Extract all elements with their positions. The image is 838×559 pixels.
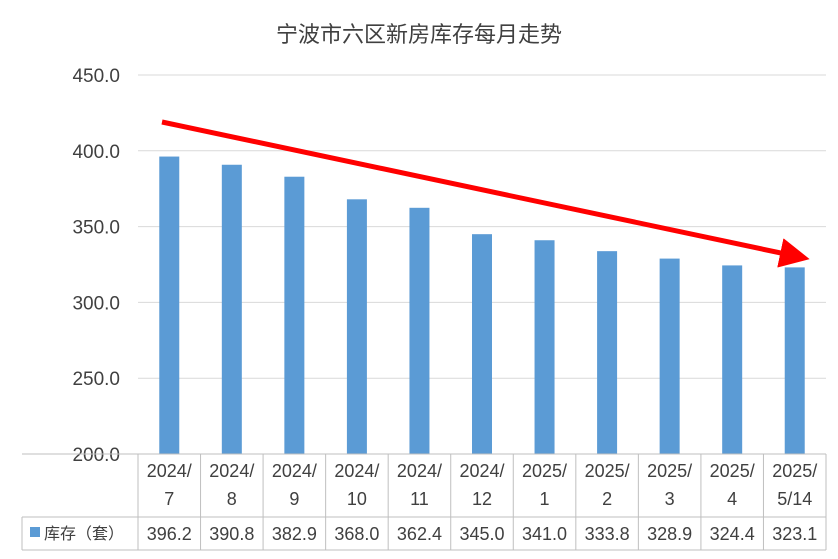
x-tick-label: 2024/12 xyxy=(459,461,504,509)
data-label: 333.8 xyxy=(585,524,630,544)
y-tick-label: 350.0 xyxy=(72,218,120,239)
x-tick-label: 2025/2 xyxy=(585,461,630,509)
bar xyxy=(159,156,180,455)
bar xyxy=(659,258,680,454)
legend-swatch xyxy=(30,527,40,537)
y-tick-label: 250.0 xyxy=(72,369,120,390)
y-tick-label: 200.0 xyxy=(72,445,120,466)
y-tick-label: 300.0 xyxy=(72,293,120,314)
x-tick-label: 2024/9 xyxy=(272,461,317,509)
bar xyxy=(409,207,430,454)
data-label: 324.4 xyxy=(710,524,755,544)
legend-label: 库存（套） xyxy=(44,524,124,543)
x-tick-label: 2024/10 xyxy=(334,461,379,509)
y-tick-label: 450.0 xyxy=(72,66,120,87)
bar xyxy=(784,267,805,454)
data-label: 368.0 xyxy=(334,524,379,544)
bars xyxy=(159,156,805,455)
trend-arrow xyxy=(161,119,810,268)
x-tick-label: 2024/11 xyxy=(397,461,442,509)
bar xyxy=(597,251,618,454)
bar xyxy=(722,265,743,454)
x-tick-label: 2025/1 xyxy=(522,461,567,509)
bar xyxy=(284,176,305,454)
x-tick-label: 2025/3 xyxy=(647,461,692,509)
x-tick-label: 2025/4 xyxy=(710,461,755,509)
data-label: 323.1 xyxy=(772,524,817,544)
data-label: 345.0 xyxy=(459,524,504,544)
x-tick-label: 2024/8 xyxy=(209,461,254,509)
x-tick-label: 2025/5/14 xyxy=(772,461,817,509)
data-label: 362.4 xyxy=(397,524,442,544)
chart-title: 宁波市六区新房库存每月走势 xyxy=(276,23,562,48)
data-label: 382.9 xyxy=(272,524,317,544)
x-tick-label: 2024/7 xyxy=(147,461,192,509)
data-label: 341.0 xyxy=(522,524,567,544)
data-label: 396.2 xyxy=(147,524,192,544)
data-label: 390.8 xyxy=(209,524,254,544)
y-tick-label: 400.0 xyxy=(72,142,120,163)
gridlines xyxy=(138,74,826,379)
data-label: 328.9 xyxy=(647,524,692,544)
bar xyxy=(472,234,492,454)
bar xyxy=(534,240,555,454)
y-axis: 200.0 250.0 300.0 350.0 400.0 450.0 xyxy=(72,66,120,466)
data-table: 2024/7 396.2 2024/8 390.8 2024/9 382.9 2024/10… xyxy=(21,453,827,551)
bar xyxy=(221,164,242,454)
bar xyxy=(346,199,367,454)
